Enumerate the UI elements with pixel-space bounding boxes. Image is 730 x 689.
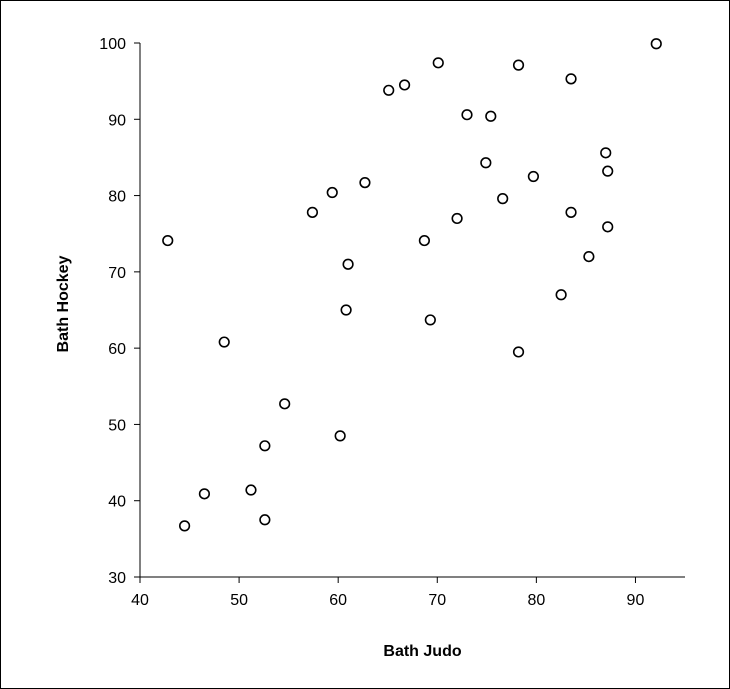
data-point <box>178 520 191 532</box>
x-tick-label: 40 <box>131 592 149 609</box>
data-point <box>512 346 525 358</box>
data-point <box>565 73 577 85</box>
data-point <box>383 84 395 96</box>
x-ticks: 40 50 60 70 80 90 <box>131 577 644 609</box>
y-ticks: 30 40 50 60 70 80 90 100 <box>99 36 140 587</box>
data-point <box>259 514 271 526</box>
axes: 40 50 60 70 80 90 30 40 50 60 70 80 90 100 <box>99 36 685 609</box>
data-point <box>418 234 430 247</box>
data-point <box>583 251 595 263</box>
data-point <box>424 314 436 326</box>
data-point <box>555 289 567 301</box>
y-tick-label: 50 <box>108 417 126 434</box>
data-point <box>340 304 352 316</box>
data-point <box>480 157 492 169</box>
data-point <box>461 109 473 121</box>
x-tick-label: 60 <box>329 592 347 609</box>
x-tick-label: 90 <box>627 592 645 609</box>
y-tick-label: 30 <box>108 570 126 587</box>
data-point <box>198 488 211 500</box>
data-point <box>527 170 539 183</box>
data-point <box>334 430 346 442</box>
y-tick-label: 80 <box>108 189 126 206</box>
data-point <box>650 38 662 50</box>
data-point <box>259 440 271 452</box>
y-tick-label: 70 <box>108 265 126 282</box>
data-point <box>497 193 509 205</box>
data-point <box>451 212 463 225</box>
data-point <box>432 57 444 69</box>
y-tick-label: 40 <box>108 494 126 511</box>
x-tick-label: 50 <box>230 592 248 609</box>
data-point <box>485 110 497 122</box>
x-tick-label: 70 <box>428 592 446 609</box>
data-point <box>306 206 319 218</box>
x-tick-label: 80 <box>527 592 545 609</box>
x-axis-title: Bath Judo <box>383 643 461 660</box>
data-point <box>342 258 354 270</box>
data-point <box>600 147 612 159</box>
data-point <box>326 186 338 199</box>
data-point <box>512 59 525 71</box>
data-point <box>602 165 614 177</box>
data-point <box>602 221 614 233</box>
y-tick-label: 100 <box>99 36 126 53</box>
y-tick-label: 90 <box>108 112 126 129</box>
data-point <box>162 234 174 247</box>
y-axis-title: Bath Hockey <box>55 255 72 352</box>
data-point <box>279 398 291 410</box>
data-point <box>398 79 411 91</box>
data-point <box>245 484 257 496</box>
data-point <box>359 177 371 189</box>
data-points <box>162 38 662 532</box>
data-point <box>565 206 577 218</box>
y-tick-label: 60 <box>108 341 126 358</box>
data-point <box>218 336 230 348</box>
